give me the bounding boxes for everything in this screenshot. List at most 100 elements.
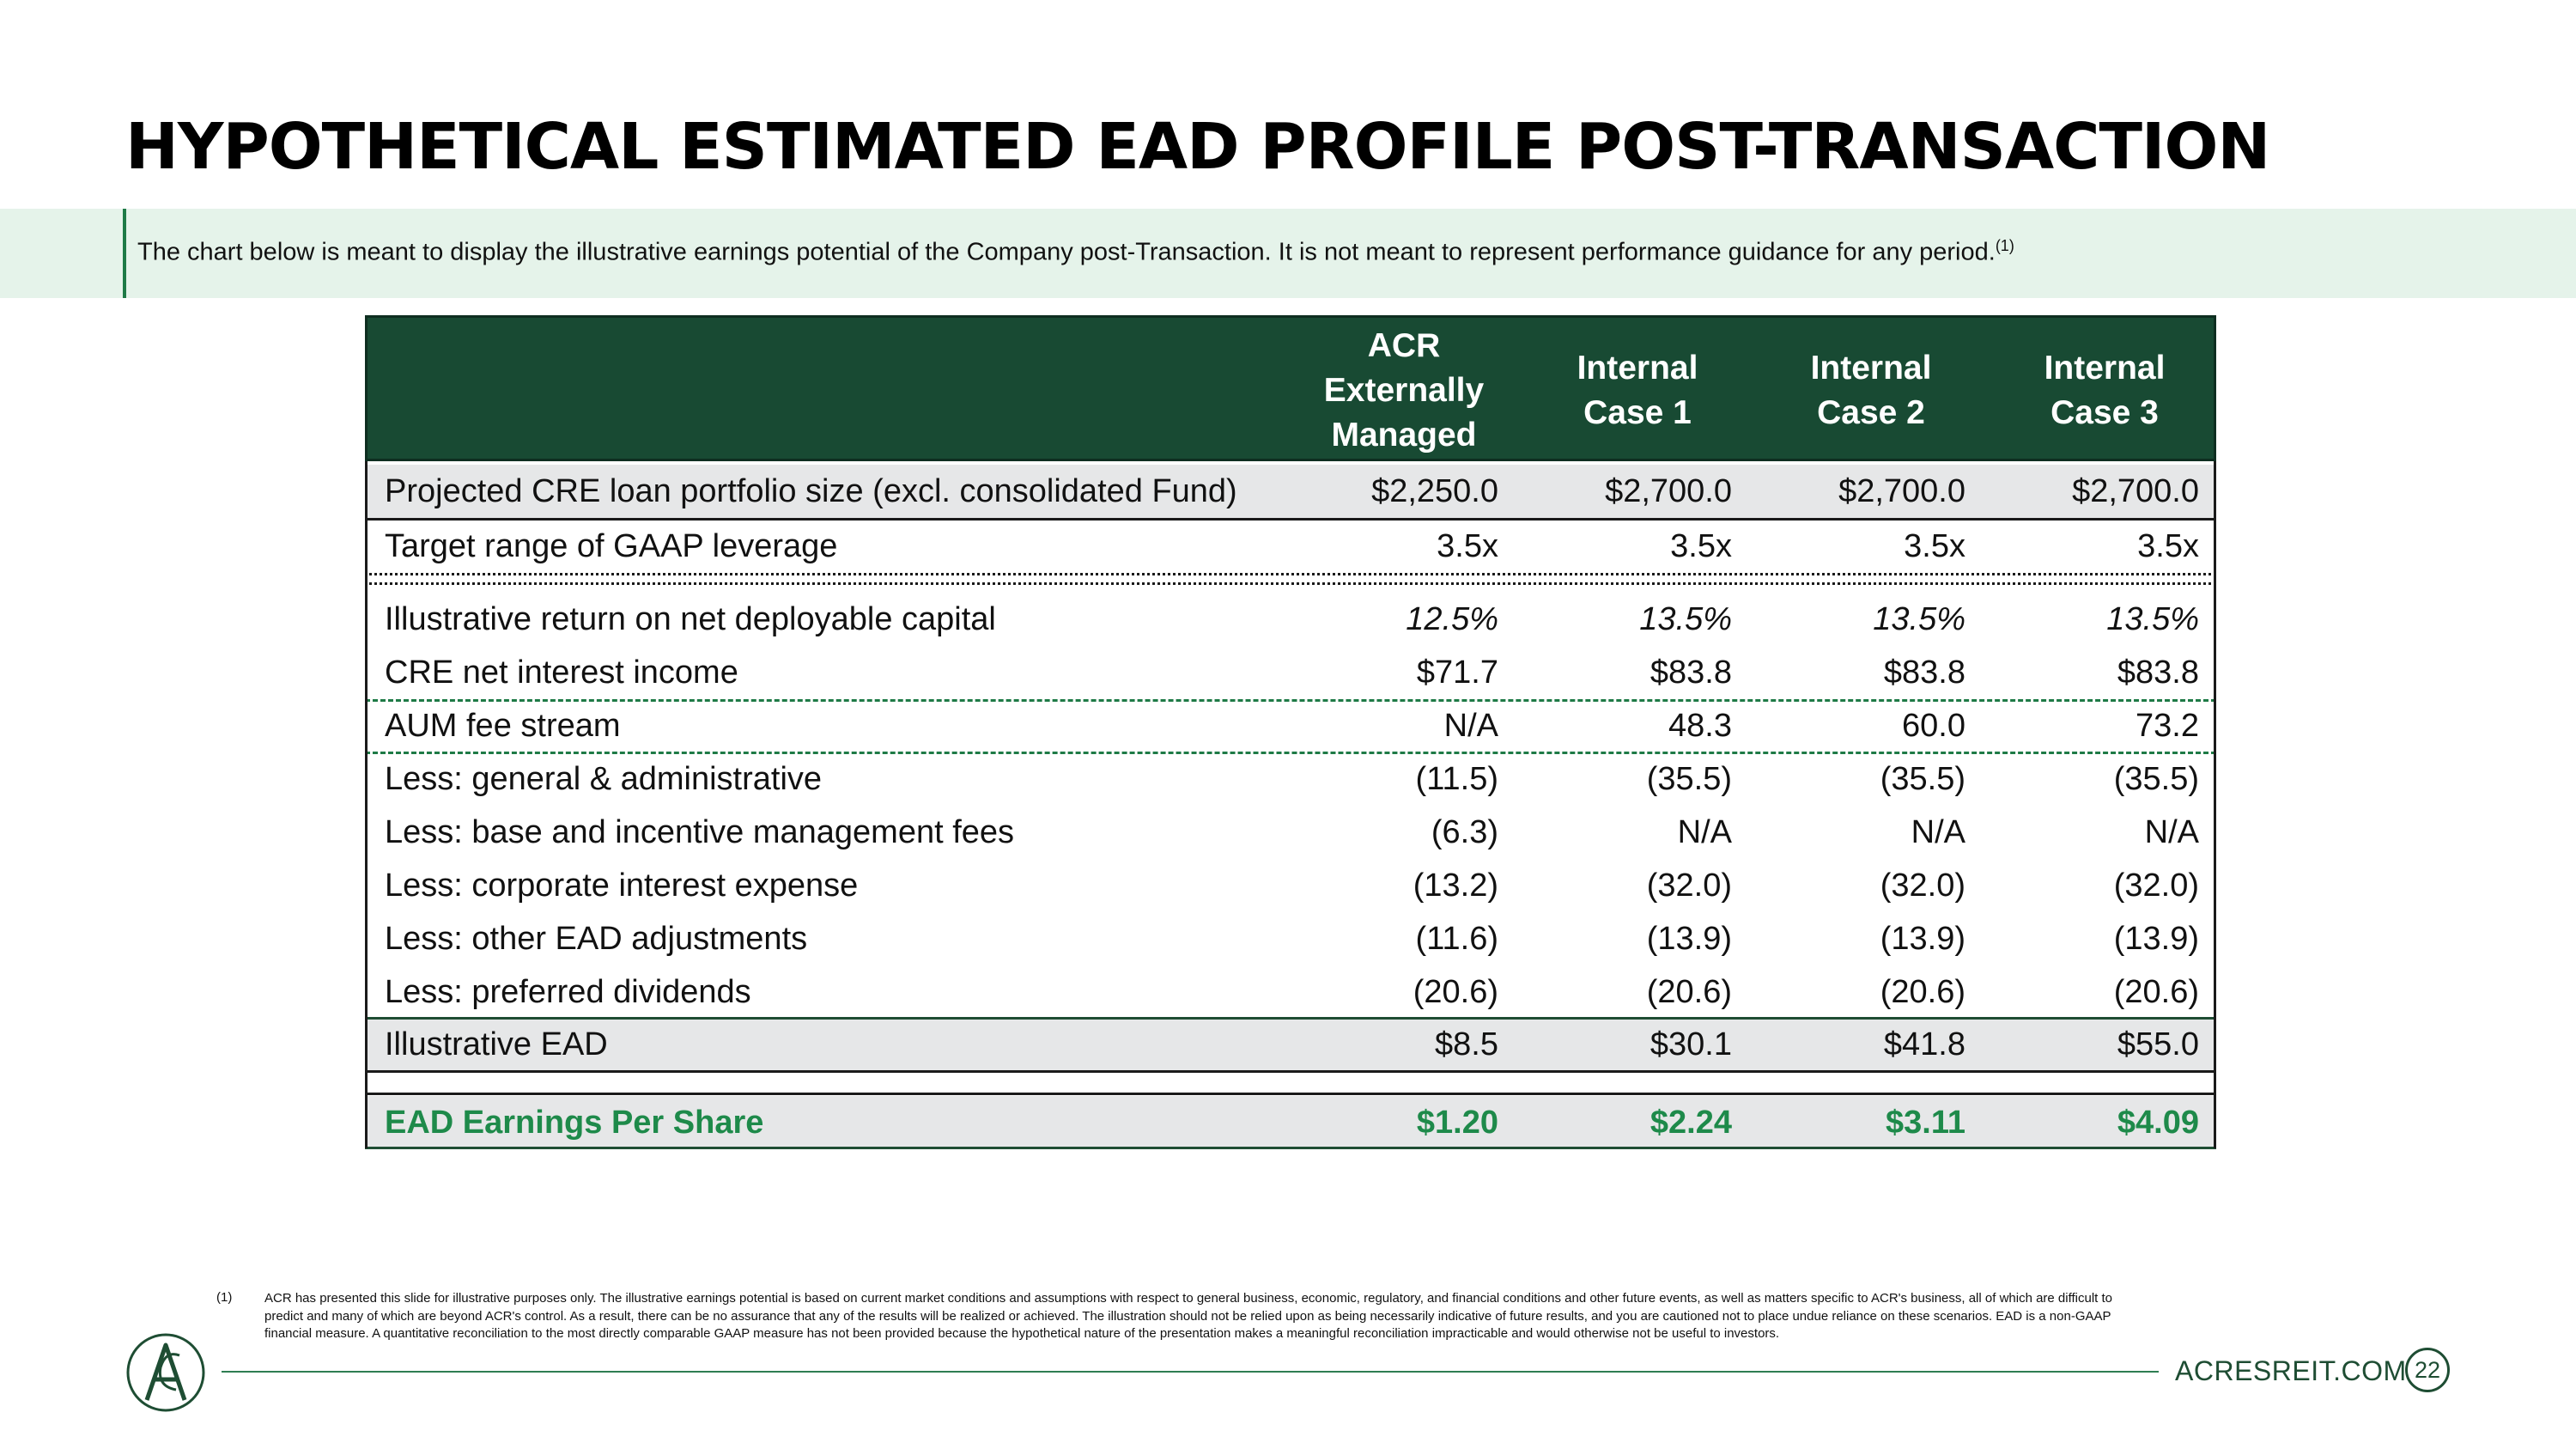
row-label: Target range of GAAP leverage bbox=[385, 528, 838, 564]
row-value: 73.2 bbox=[2136, 708, 2199, 744]
row-value: $4.09 bbox=[2117, 1105, 2199, 1141]
row-value: (32.0) bbox=[2113, 868, 2199, 904]
row-label: EAD Earnings Per Share bbox=[385, 1105, 764, 1141]
row-value: (35.5) bbox=[2113, 761, 2199, 797]
acres-logo-icon bbox=[126, 1333, 205, 1412]
ead-profile-table: ACR Externally Managed Internal Case 1 Int… bbox=[365, 315, 2216, 1149]
table-divider bbox=[365, 518, 2216, 521]
row-value: $3.11 bbox=[1886, 1105, 1965, 1141]
table-row: Less: general & administrative (11.5) (35.… bbox=[365, 752, 2216, 806]
header-internal-case-2: Internal Case 2 bbox=[1810, 350, 1932, 431]
row-value: N/A bbox=[1911, 814, 1965, 850]
row-value: N/A bbox=[2144, 814, 2199, 850]
header-internal-case-1: Internal Case 1 bbox=[1577, 350, 1698, 431]
row-label: Less: other EAD adjustments bbox=[385, 921, 808, 957]
row-label: Less: preferred dividends bbox=[385, 974, 751, 1010]
row-value: $83.8 bbox=[2117, 654, 2199, 691]
table-divider bbox=[365, 1017, 2216, 1020]
row-value: $83.8 bbox=[1883, 654, 1965, 691]
row-value: $8.5 bbox=[1435, 1026, 1498, 1062]
footnote-text: ACR has presented this slide for illustr… bbox=[264, 1291, 2113, 1341]
banner-text: The chart below is meant to display the … bbox=[137, 237, 2014, 267]
table-divider bbox=[365, 752, 2216, 754]
row-value: 13.5% bbox=[1639, 601, 1732, 637]
row-value: (32.0) bbox=[1880, 868, 1965, 904]
page-number: 22 bbox=[2405, 1348, 2450, 1392]
row-value: (13.2) bbox=[1413, 868, 1498, 904]
table-divider bbox=[365, 1093, 2216, 1095]
row-value: $55.0 bbox=[2117, 1026, 2199, 1062]
table-row: Target range of GAAP leverage 3.5x 3.5x 3.5… bbox=[365, 520, 2216, 573]
row-label: Less: base and incentive management fees bbox=[385, 814, 1015, 850]
table-border-left bbox=[365, 461, 368, 1148]
banner-text-body: The chart below is meant to display the … bbox=[137, 238, 1996, 266]
row-value: N/A bbox=[1677, 814, 1732, 850]
table-row: Less: corporate interest expense (13.2) (3… bbox=[365, 859, 2216, 912]
row-label: Projected CRE loan portfolio size (excl.… bbox=[385, 473, 1237, 509]
table-row: Illustrative EAD $8.5 $30.1 $41.8 $55.0 bbox=[365, 1018, 2216, 1071]
row-value: N/A bbox=[1443, 708, 1498, 744]
table-row: Illustrative return on net deployable ca… bbox=[365, 593, 2216, 646]
table-row: EAD Earnings Per Share $1.20 $2.24 $3.11 $4.… bbox=[365, 1096, 2216, 1149]
table-row: CRE net interest income $71.7 $83.8 $83.8 $8… bbox=[365, 646, 2216, 699]
row-value: $41.8 bbox=[1883, 1026, 1965, 1062]
row-value: $71.7 bbox=[1416, 654, 1498, 691]
banner-accent-bar bbox=[123, 209, 126, 298]
row-value: (20.6) bbox=[1413, 974, 1498, 1010]
table-row: Less: other EAD adjustments (11.6) (13.9) (… bbox=[365, 912, 2216, 965]
footnote-number: (1) bbox=[216, 1290, 233, 1305]
row-label: Illustrative return on net deployable ca… bbox=[385, 601, 996, 637]
row-value: (13.9) bbox=[2113, 921, 2199, 957]
website-link[interactable]: ACRESREIT.COM bbox=[2175, 1355, 2407, 1386]
row-value: 3.5x bbox=[1437, 528, 1498, 564]
table-border-right bbox=[2214, 461, 2216, 1148]
row-value: 60.0 bbox=[1902, 708, 1965, 744]
row-value: 3.5x bbox=[2137, 528, 2199, 564]
row-value: $2,700.0 bbox=[2072, 473, 2199, 509]
row-value: 3.5x bbox=[1670, 528, 1732, 564]
row-value: $1.20 bbox=[1416, 1105, 1498, 1141]
row-value: $30.1 bbox=[1649, 1026, 1732, 1062]
banner-footnote-ref: (1) bbox=[1995, 237, 2014, 254]
header-acr-externally-managed: ACR Externally Managed bbox=[1323, 327, 1485, 454]
row-value: 13.5% bbox=[2106, 601, 2199, 637]
row-value: (20.6) bbox=[2113, 974, 2199, 1010]
footer-rule bbox=[222, 1371, 2159, 1373]
row-value: 48.3 bbox=[1668, 708, 1732, 744]
row-value: $2,250.0 bbox=[1371, 473, 1498, 509]
table-row: Projected CRE loan portfolio size (excl.… bbox=[365, 465, 2216, 518]
row-value: 3.5x bbox=[1904, 528, 1965, 564]
table-divider bbox=[365, 573, 2216, 575]
banner bbox=[0, 209, 2576, 298]
row-label: Illustrative EAD bbox=[385, 1026, 608, 1062]
table-header: ACR Externally Managed Internal Case 1 Int… bbox=[365, 315, 2216, 461]
page-title: HYPOTHETICAL ESTIMATED EAD PROFILE POST-… bbox=[125, 110, 2270, 184]
table-divider bbox=[365, 582, 2216, 585]
row-value: (35.5) bbox=[1646, 761, 1732, 797]
table-row: Less: base and incentive management fees… bbox=[365, 806, 2216, 859]
row-value: $83.8 bbox=[1649, 654, 1732, 691]
row-value: (13.9) bbox=[1646, 921, 1732, 957]
row-label: Less: corporate interest expense bbox=[385, 868, 859, 904]
row-value: $2,700.0 bbox=[1838, 473, 1965, 509]
table-divider bbox=[365, 1070, 2216, 1073]
row-value: (6.3) bbox=[1431, 814, 1498, 850]
row-value: (11.5) bbox=[1415, 761, 1498, 797]
row-value: $2.24 bbox=[1649, 1105, 1732, 1141]
row-label: CRE net interest income bbox=[385, 654, 738, 691]
table-row: AUM fee stream N/A 48.3 60.0 73.2 bbox=[365, 699, 2216, 752]
row-value: (32.0) bbox=[1646, 868, 1732, 904]
row-label: Less: general & administrative bbox=[385, 761, 823, 797]
table-divider bbox=[365, 1147, 2216, 1149]
row-label: AUM fee stream bbox=[385, 708, 621, 744]
row-value: (11.6) bbox=[1415, 921, 1498, 957]
table-row: Less: preferred dividends (20.6) (20.6) (20… bbox=[365, 965, 2216, 1019]
row-value: 12.5% bbox=[1406, 601, 1498, 637]
table-divider bbox=[365, 699, 2216, 702]
row-value: (20.6) bbox=[1646, 974, 1732, 1010]
row-value: (13.9) bbox=[1880, 921, 1965, 957]
row-value: $2,700.0 bbox=[1605, 473, 1732, 509]
row-value: (35.5) bbox=[1880, 761, 1965, 797]
header-internal-case-3: Internal Case 3 bbox=[2044, 350, 2166, 431]
row-value: 13.5% bbox=[1873, 601, 1965, 637]
